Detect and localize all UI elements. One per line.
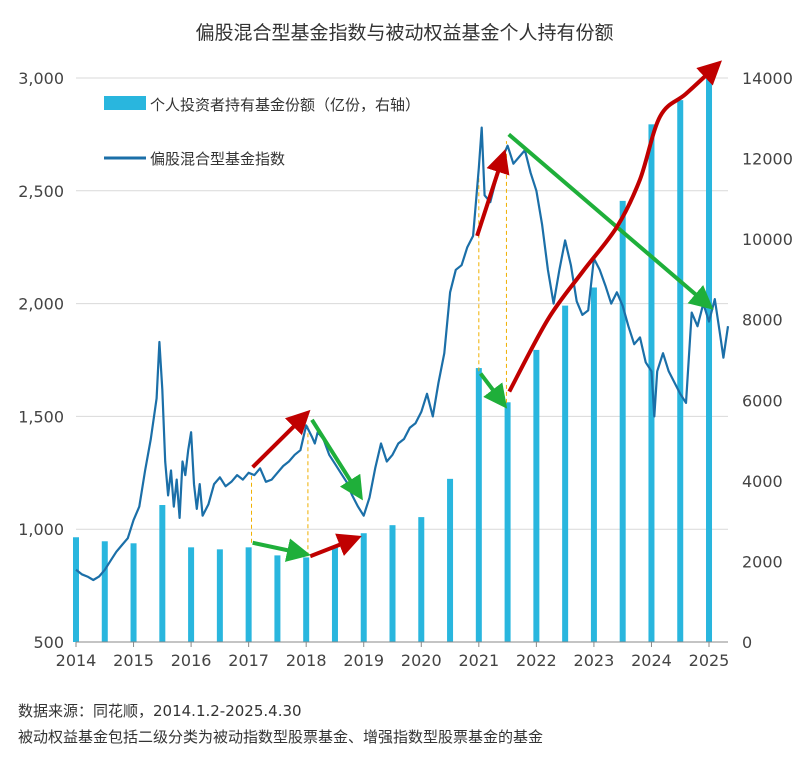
left-axis-tick-label: 1,500 [18,407,64,426]
right-axis-tick-label: 6000 [742,391,783,410]
legend: 个人投资者持有基金份额（亿份，右轴） 偏股混合型基金指数 [104,96,420,168]
bar [245,547,252,642]
bar [73,537,79,642]
right-axis-tick-label: 4000 [742,472,783,491]
bar [562,305,569,642]
bar [706,78,713,642]
bar [677,100,684,642]
legend-bar-swatch [104,96,146,110]
bar [274,555,281,642]
bar [418,517,425,642]
left-axis-tick-label: 1,000 [18,520,64,539]
bar [447,478,454,642]
bar [159,505,166,642]
bar [475,368,482,642]
right-axis-tick-label: 0 [742,633,752,652]
right-axis-tick-label: 12000 [742,150,793,169]
guide-lines [251,141,507,557]
x-axis-tick-label: 2020 [401,651,442,670]
x-axis-tick-label: 2023 [574,651,615,670]
x-axis-tick-label: 2016 [171,651,212,670]
bar [303,557,310,642]
red-arrow [309,533,362,559]
x-axis-tick-label: 2025 [689,651,730,670]
green-arrow [310,418,363,501]
definition-note: 被动权益基金包括二级分类为被动指数型股票基金、增强指数型股票基金的基金 [18,728,544,746]
left-axis-tick-label: 3,000 [18,69,64,88]
legend-line-label: 偏股混合型基金指数 [150,150,285,168]
x-axis-tick-label: 2021 [458,651,499,670]
green-arrow [478,372,508,409]
right-axis-tick-label: 14000 [742,69,793,88]
bar [533,349,540,642]
red-arrow [251,409,311,469]
left-axis-tick-label: 2,000 [18,295,64,314]
right-axis-tick-label: 2000 [742,552,783,571]
index-line [75,126,730,582]
left-axis-tick-label: 2,500 [18,182,64,201]
bar [188,547,195,642]
right-axis-tick-label: 8000 [742,311,783,330]
right-axis-tick-label: 10000 [742,230,793,249]
bar [360,533,367,642]
red-curve-arrow [507,60,722,393]
gridlines [76,77,728,530]
x-axis-tick-label: 2024 [631,651,672,670]
bar [389,525,396,642]
left-axis-tick-label: 500 [33,633,64,652]
bar [130,543,137,642]
bar [101,541,108,642]
bar [619,200,626,642]
red-arrow [475,148,510,237]
green-arrow [252,538,311,562]
source-note: 数据来源：同花顺，2014.1.2-2025.4.30 [18,702,302,720]
legend-bar-label: 个人投资者持有基金份额（亿份，右轴） [150,96,420,114]
axes: 500 1,000 1,500 2,000 2,500 3,000 0 2000 4000 600… [18,69,793,670]
bar [590,287,597,642]
x-axis-tick-label: 2019 [343,651,384,670]
x-axis-tick-label: 2015 [113,651,154,670]
bar [216,549,223,642]
line-series [75,126,730,582]
x-axis-tick-label: 2022 [516,651,557,670]
bar [331,547,338,642]
x-axis-tick-label: 2018 [286,651,327,670]
chart-title: 偏股混合型基金指数与被动权益基金个人持有份额 [195,22,614,44]
bar [504,402,511,642]
trend-arrows [251,60,722,562]
x-axis-tick-label: 2014 [56,651,97,670]
green-arrow [507,132,714,310]
x-axis-tick-label: 2017 [228,651,269,670]
